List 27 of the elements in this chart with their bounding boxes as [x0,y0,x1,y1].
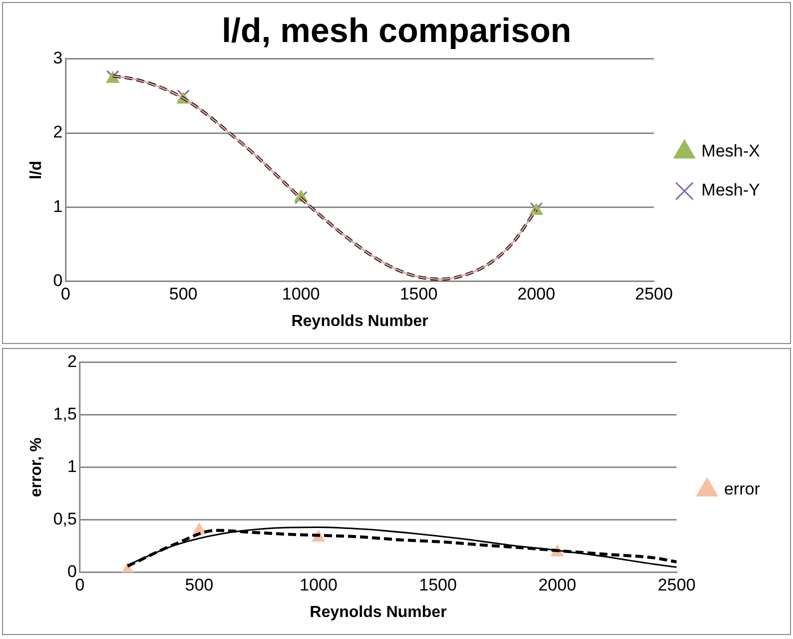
y-tick-label: 0 [67,562,77,582]
x-tick-label: 2000 [538,575,576,594]
x-axis-title: Reynolds Number [291,312,428,330]
y-tick-label: 1,5 [53,404,77,424]
y-axis-title: l/d [28,160,46,180]
y-tick-label: 3 [53,48,63,68]
y-tick-label: 0 [53,271,63,290]
y-tick-label: 0,5 [53,510,77,529]
x-tick-label: 500 [169,284,198,304]
x-tick-label: 1500 [400,284,438,304]
legend-label: Mesh-X [701,142,760,161]
y-tick-label: 1 [53,196,63,216]
legend-label: Mesh-Y [701,180,760,200]
x-tick-label: 2500 [658,575,696,594]
x-axis-title: Reynolds Number [310,604,447,621]
x-tick-label: 2000 [517,284,556,304]
x-tick-label: 500 [185,575,214,594]
y-axis-title: error, % [28,438,46,498]
y-tick-label: 1 [67,456,77,476]
x-tick-label: 1000 [282,284,320,304]
y-tick-label: 2 [53,122,63,142]
x-tick-label: 2500 [635,284,673,304]
x-tick-label: 1500 [418,575,457,594]
y-tick-label: 2 [67,352,77,371]
legend-label: error [724,480,760,499]
x-tick-label: 1000 [300,575,338,594]
chart-title: l/d, mesh comparison [222,12,572,50]
